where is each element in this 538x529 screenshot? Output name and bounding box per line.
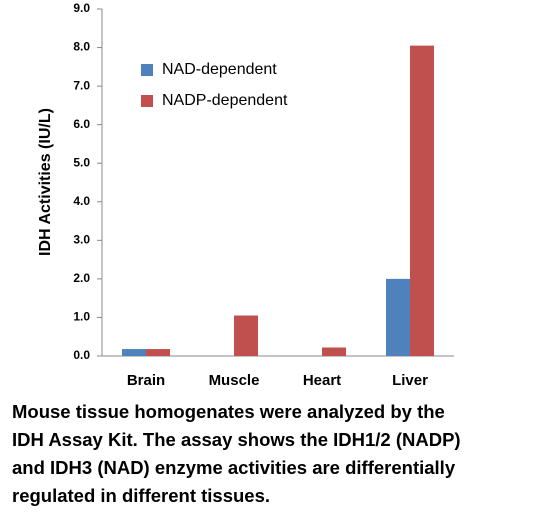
- legend-label: NADP-dependent: [162, 92, 288, 109]
- y-tick-label: 0.0: [73, 348, 90, 362]
- y-tick-label: 8.0: [73, 40, 90, 54]
- legend-swatch: [141, 64, 153, 76]
- legend-label: NAD-dependent: [162, 61, 277, 78]
- y-tick-label: 3.0: [73, 233, 90, 247]
- y-tick-label: 6.0: [73, 117, 90, 131]
- x-tick-label: Brain: [127, 372, 165, 389]
- x-tick-label: Muscle: [209, 372, 260, 389]
- caption-line: IDH Assay Kit. The assay shows the IDH1/…: [12, 429, 461, 450]
- caption-line: Mouse tissue homogenates were analyzed b…: [12, 401, 445, 422]
- y-tick-label: 5.0: [73, 155, 90, 169]
- x-tick-label: Heart: [303, 372, 341, 389]
- bar: [234, 315, 258, 356]
- bar: [410, 45, 434, 356]
- bar: [146, 349, 170, 356]
- y-tick-label: 7.0: [73, 78, 90, 92]
- bar: [322, 347, 346, 356]
- y-tick-label: 1.0: [73, 310, 90, 324]
- bar: [386, 278, 410, 356]
- legend-swatch: [141, 95, 153, 107]
- bar: [122, 349, 146, 356]
- caption-line: and IDH3 (NAD) enzyme activities are dif…: [12, 457, 456, 478]
- y-tick-label: 4.0: [73, 194, 90, 208]
- y-axis-title: IDH Activities (IU/L): [37, 108, 54, 256]
- caption-line: regulated in different tissues.: [12, 485, 270, 506]
- x-tick-label: Liver: [392, 372, 428, 389]
- y-tick-label: 2.0: [73, 271, 90, 285]
- y-tick-label: 9.0: [73, 1, 90, 15]
